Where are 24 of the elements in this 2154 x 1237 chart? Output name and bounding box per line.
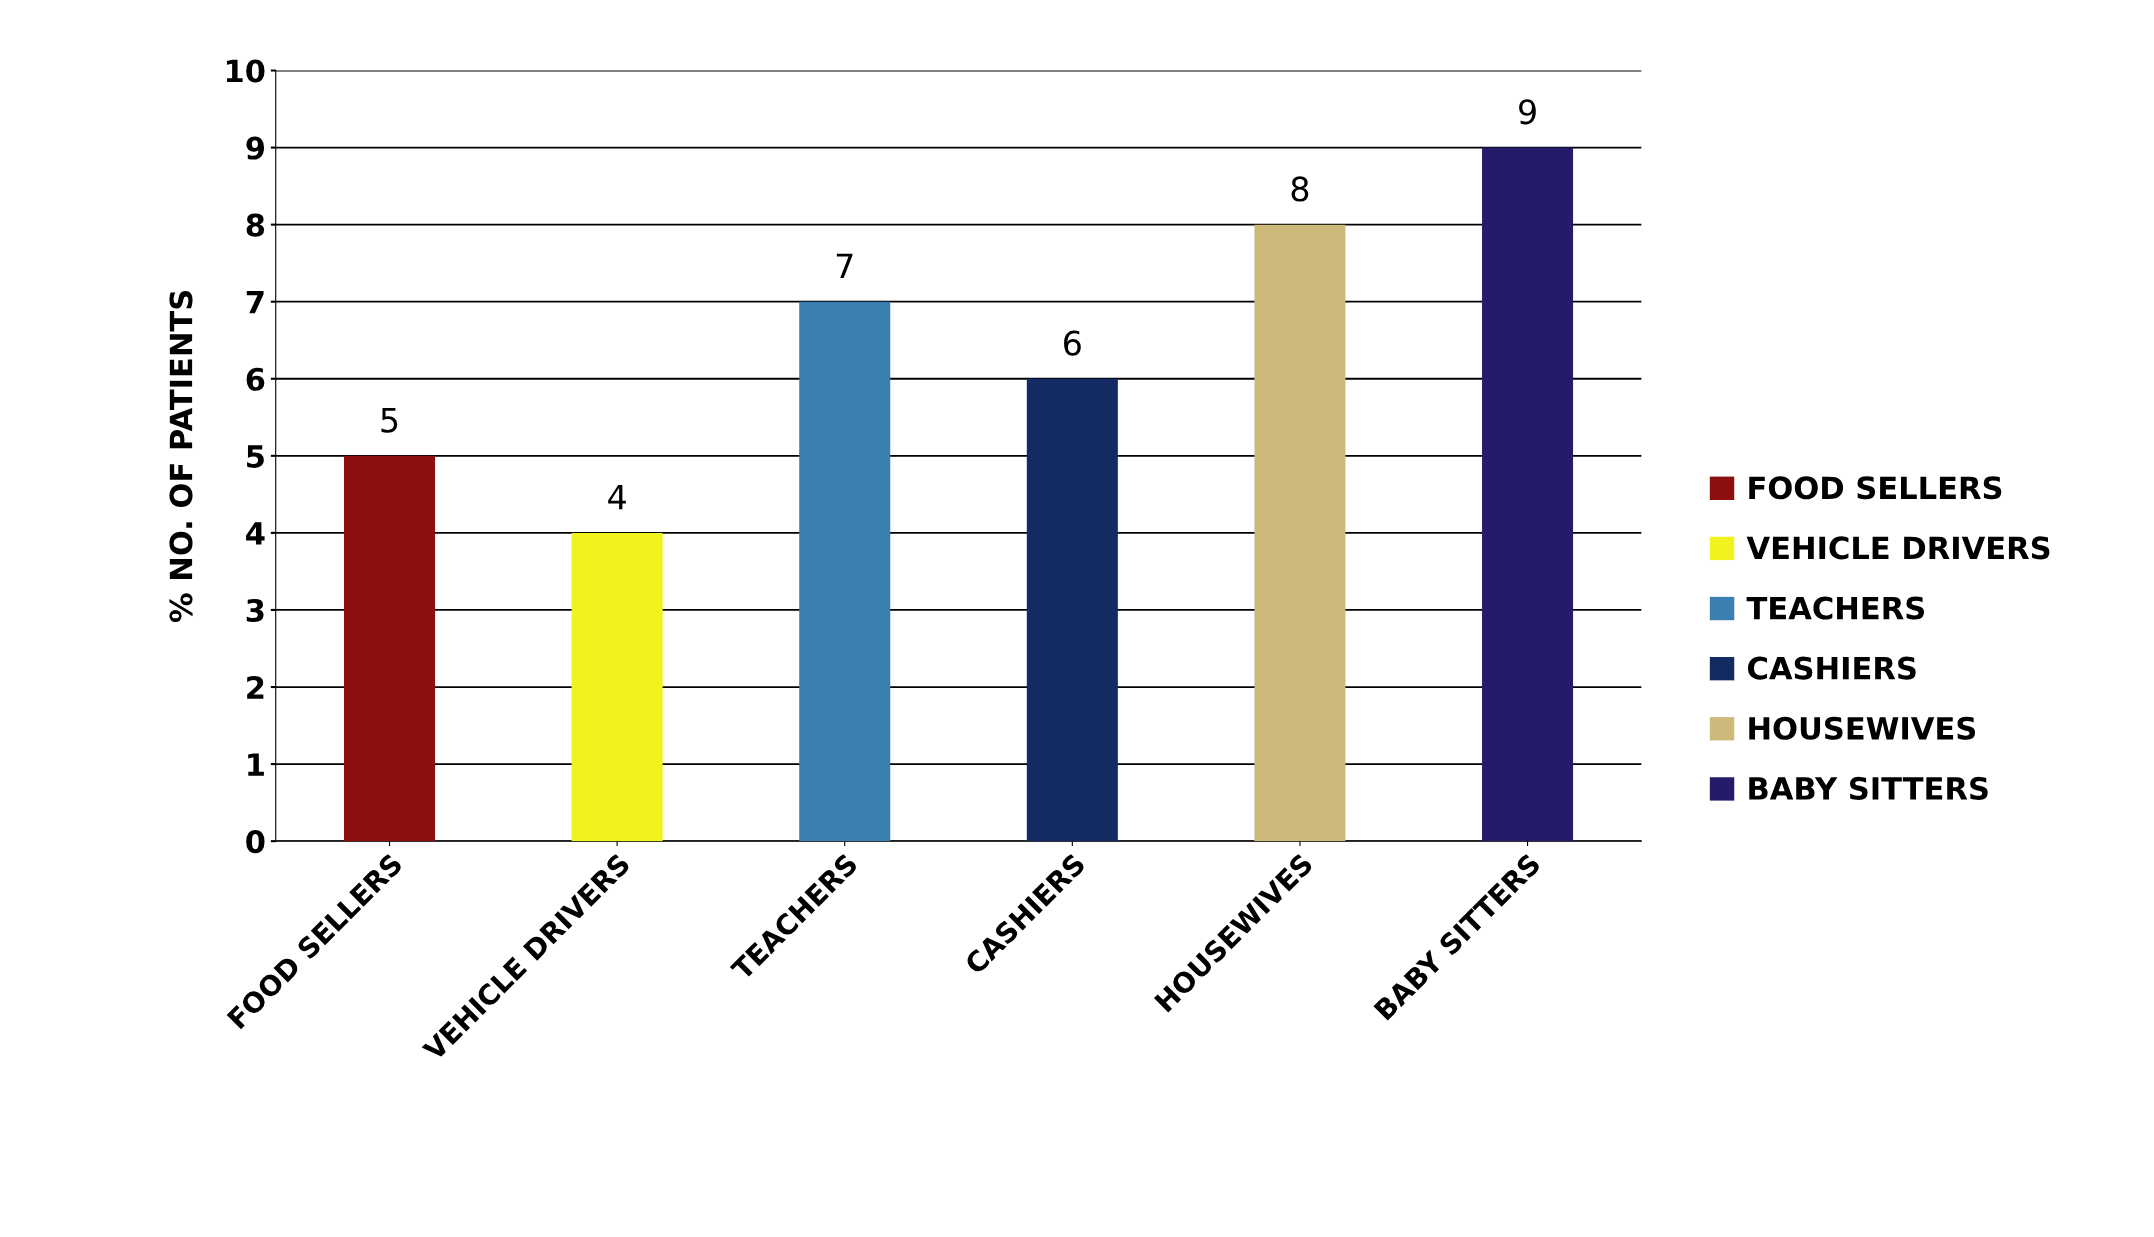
legend-label: VEHICLE DRIVERS	[1746, 536, 2050, 560]
y-tick-label: 7	[246, 291, 264, 314]
y-tick-label: 2	[247, 675, 264, 699]
y-tick-label: 4	[246, 522, 265, 545]
legend-label: HOUSEWIVES	[1749, 716, 1976, 740]
y-tick-label: 8	[246, 213, 265, 237]
data-label: 4	[608, 485, 626, 510]
data-label: 6	[1064, 330, 1081, 356]
data-label: 8	[1291, 176, 1309, 202]
y-tick-label: 3	[246, 598, 264, 623]
y-tick-label: 5	[247, 445, 264, 468]
legend-label: TEACHERS	[1746, 596, 1925, 620]
legend-label: BABY SITTERS	[1749, 776, 1988, 800]
y-axis-title: % NO. OF PATIENTS	[169, 290, 193, 622]
legend-label: CASHIERS	[1748, 656, 1916, 680]
data-label: 9	[1519, 99, 1536, 125]
y-tick-label: 10	[226, 59, 265, 83]
y-tick-label: 0	[246, 830, 265, 854]
legend-label: FOOD SELLERS	[1749, 476, 2002, 500]
data-label: 5	[381, 407, 398, 433]
y-tick-label: 6	[246, 367, 265, 391]
y-tick-label: 9	[246, 136, 265, 160]
data-label: 7	[836, 253, 853, 279]
y-tick-label: 1	[248, 753, 264, 776]
